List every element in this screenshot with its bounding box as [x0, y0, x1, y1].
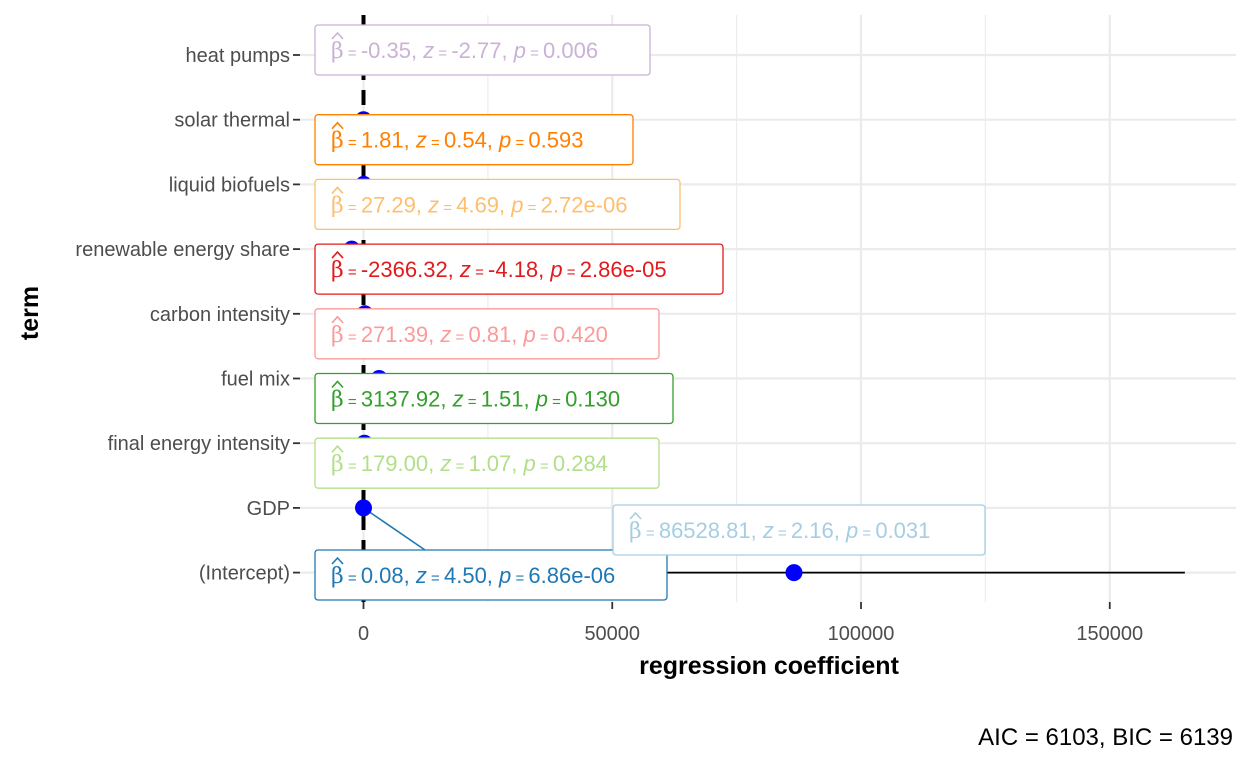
- beta-hat-mark: [331, 315, 344, 324]
- fit-statistics-caption: AIC = 6103, BIC = 6139: [978, 724, 1233, 751]
- beta-hat-mark: [331, 186, 344, 194]
- beta-hat-mark: [331, 121, 344, 130]
- y-tick-label: liquid biofuels: [169, 174, 290, 196]
- coefficient-label: β = 179.00, z = 1.07, p = 0.284: [314, 437, 660, 489]
- label-box: [314, 308, 660, 360]
- y-tick-label: carbon intensity: [150, 304, 290, 326]
- y-axis-title: term: [16, 286, 44, 340]
- y-tick-label: final energy intensity: [108, 433, 290, 455]
- label-text: β = 0.08, z = 4.50, p = 6.86e-06: [331, 563, 615, 589]
- label-text: β = 1.81, z = 0.54, p = 0.593: [331, 128, 583, 154]
- label-text: β = -0.35, z = -2.77, p = 0.006: [331, 38, 598, 64]
- label-box: [314, 178, 681, 231]
- beta-hat-mark: [629, 511, 642, 520]
- coefficient-label: β = 0.08, z = 4.50, p = 6.86e-06: [314, 549, 668, 601]
- coefficient-label: β = 86528.81, z = 2.16, p = 0.031: [612, 504, 986, 556]
- beta-hat-mark: [331, 31, 344, 40]
- coefficient-label: β = 27.29, z = 4.69, p = 2.72e-06: [314, 178, 681, 231]
- coefficient-label: β = -2366.32, z = -4.18, p = 2.86e-05: [314, 243, 724, 295]
- label-text: β = 179.00, z = 1.07, p = 0.284: [331, 451, 608, 477]
- y-tick-label: renewable energy share: [75, 239, 290, 261]
- y-tick-label: solar thermal: [174, 110, 290, 132]
- label-box: [314, 24, 651, 76]
- y-tick-label: fuel mix: [221, 369, 290, 391]
- label-box: [314, 114, 634, 166]
- label-text: β = -2366.32, z = -4.18, p = 2.86e-05: [331, 257, 667, 283]
- coefficient-label: β = 1.81, z = 0.54, p = 0.593: [314, 114, 634, 166]
- x-tick-label: 0: [358, 623, 369, 645]
- label-box: [314, 549, 668, 601]
- beta-hat-mark: [331, 380, 344, 389]
- coefficient-label: β = 271.39, z = 0.81, p = 0.420: [314, 308, 660, 360]
- label-box: [314, 243, 724, 295]
- x-tick-label: 50000: [584, 623, 640, 645]
- label-box: [314, 437, 660, 489]
- label-text: β = 3137.92, z = 1.51, p = 0.130: [331, 387, 620, 413]
- beta-hat-mark: [331, 556, 344, 565]
- coefficient-point: [355, 499, 373, 517]
- coefficient-point: [785, 564, 803, 582]
- coefficient-label: β = -0.35, z = -2.77, p = 0.006: [314, 24, 651, 76]
- beta-hat-mark: [331, 445, 344, 453]
- y-tick-label: (Intercept): [199, 563, 290, 585]
- x-tick-label: 150000: [1076, 623, 1143, 645]
- y-tick-label: GDP: [247, 498, 290, 520]
- y-tick-label: heat pumps: [185, 45, 290, 67]
- label-text: β = 86528.81, z = 2.16, p = 0.031: [629, 518, 930, 544]
- x-axis-title: regression coefficient: [639, 652, 899, 680]
- x-tick-label: 100000: [828, 623, 895, 645]
- label-text: β = 27.29, z = 4.69, p = 2.72e-06: [331, 192, 627, 218]
- label-connector: [363, 507, 426, 551]
- coefficient-label: β = 3137.92, z = 1.51, p = 0.130: [314, 372, 674, 425]
- label-box: [612, 504, 986, 556]
- label-text: β = 271.39, z = 0.81, p = 0.420: [331, 322, 608, 348]
- beta-hat-mark: [331, 250, 344, 259]
- label-box: [314, 372, 674, 425]
